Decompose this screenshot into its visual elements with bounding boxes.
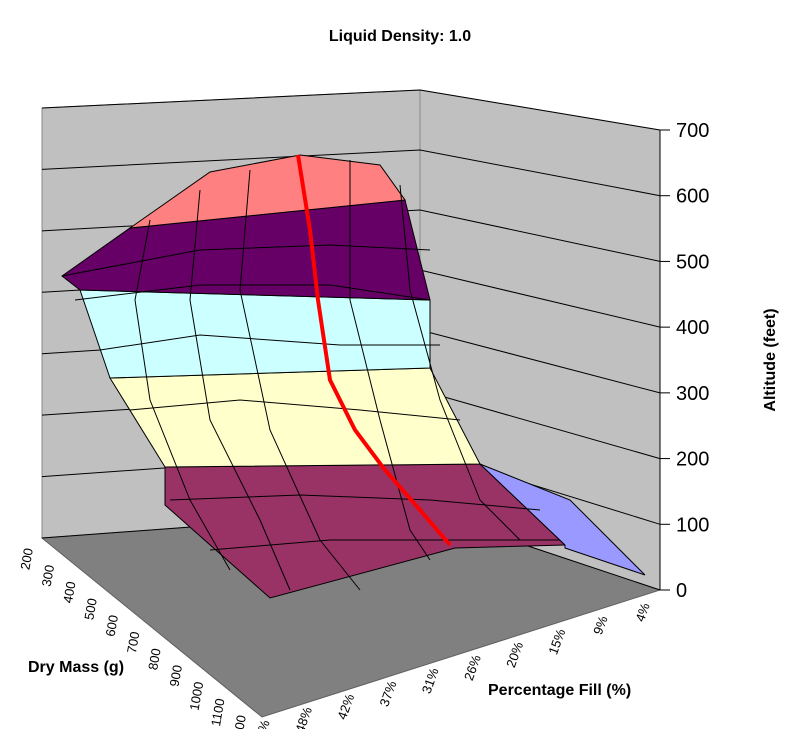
surface-mesh-row <box>61 244 431 277</box>
y-tick-label: 31% <box>419 665 442 695</box>
surface-mesh-col <box>239 169 361 591</box>
y-tick-label: 26% <box>461 652 484 682</box>
x-tick-label: 1000 <box>187 681 207 712</box>
x-tick-label: 700 <box>124 630 143 654</box>
x-tick-label: 800 <box>145 647 164 671</box>
x-tick-label: 300 <box>39 564 58 588</box>
x-tick-label: 200 <box>17 547 36 571</box>
x-tick-label: 1200 <box>229 714 249 729</box>
y-tick-label: 53% <box>250 717 273 729</box>
x-axis-label: Dry Mass (g) <box>28 659 124 676</box>
z-tick-label: 400 <box>676 317 709 339</box>
surface-mesh-row <box>209 539 560 551</box>
optimal-curve <box>296 154 452 547</box>
x-tick-label: 1100 <box>208 697 228 727</box>
gridline-z-700 <box>41 89 661 131</box>
z-tick-label: 700 <box>676 120 709 142</box>
surface-band-200-300 <box>109 367 481 468</box>
y-tick-label: 9% <box>590 613 611 636</box>
x-tick-label: 600 <box>103 614 122 638</box>
y-tick-label: 4% <box>632 600 653 623</box>
gridline-z-600 <box>41 149 661 197</box>
z-tick-label: 300 <box>676 383 709 405</box>
z-tick-label: 500 <box>676 251 709 273</box>
z-tick-label: 200 <box>676 449 709 471</box>
y-tick-label: 42% <box>334 691 357 721</box>
y-tick-label: 20% <box>503 639 526 669</box>
z-tick-label: 100 <box>676 514 709 536</box>
surface-mesh-row <box>99 334 440 351</box>
surface-mesh-col <box>349 160 431 561</box>
x-tick-label: 500 <box>81 597 100 621</box>
y-tick-label: 37% <box>376 678 399 708</box>
surface-band-400-500 <box>61 199 431 301</box>
surface-mesh-row <box>129 399 461 421</box>
surface-mesh-row <box>74 284 431 301</box>
surface-mesh-col <box>134 219 231 571</box>
y-axis-label: Percentage Fill (%) <box>488 682 631 699</box>
surface-mesh-col <box>189 189 291 591</box>
x-tick-label: 900 <box>167 664 186 688</box>
z-tick-label: 0 <box>676 580 687 602</box>
z-axis-label: Altitude (feet) <box>762 308 779 411</box>
x-tick-label: 400 <box>60 580 79 604</box>
z-tick-label: 600 <box>676 186 709 208</box>
y-tick-label: 15% <box>545 626 568 656</box>
chart-title: Liquid Density: 1.0 <box>328 28 472 45</box>
surface-band-300-400 <box>79 289 431 379</box>
surface-band-500-600 <box>128 154 406 229</box>
surface-mesh-col <box>399 184 521 541</box>
y-tick-label: 48% <box>292 704 315 729</box>
surface-band-0-100 <box>479 463 646 576</box>
